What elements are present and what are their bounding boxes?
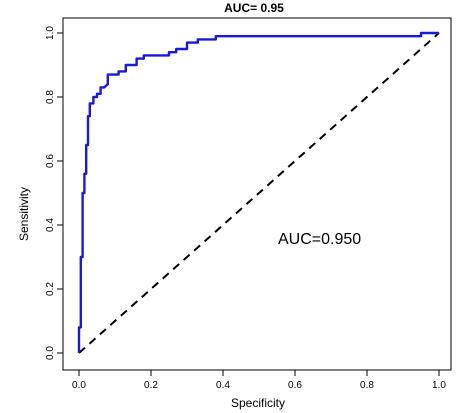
roc-curve-series [77, 31, 439, 353]
plot-frame [62, 17, 452, 371]
chart-title: AUC= 0.95 [224, 1, 284, 15]
x-tick-label: 0.4 [216, 380, 230, 391]
y-axis-label: Sensitivity [17, 187, 31, 241]
y-tick-label: 0.0 [45, 346, 56, 360]
y-axis: 0.0 0.2 0.4 0.6 0.8 1.0 [45, 26, 63, 360]
y-tick-label: 0.2 [45, 282, 56, 296]
x-tick-label: 1.0 [432, 380, 446, 391]
x-axis: 0.0 0.2 0.4 0.6 0.8 1.0 [72, 370, 446, 391]
reference-diagonal-line [78, 32, 440, 354]
y-tick-label: 0.6 [45, 154, 56, 168]
y-tick-label: 0.4 [45, 218, 56, 232]
y-tick-label: 1.0 [45, 26, 56, 40]
x-tick-label: 0.6 [288, 380, 302, 391]
y-tick-label: 0.8 [45, 90, 56, 104]
x-tick-label: 0.0 [72, 380, 86, 391]
x-axis-label: Specificity [231, 396, 285, 410]
auc-annotation: AUC=0.950 [278, 231, 361, 248]
x-tick-label: 0.2 [144, 380, 158, 391]
x-tick-label: 0.8 [360, 380, 374, 391]
